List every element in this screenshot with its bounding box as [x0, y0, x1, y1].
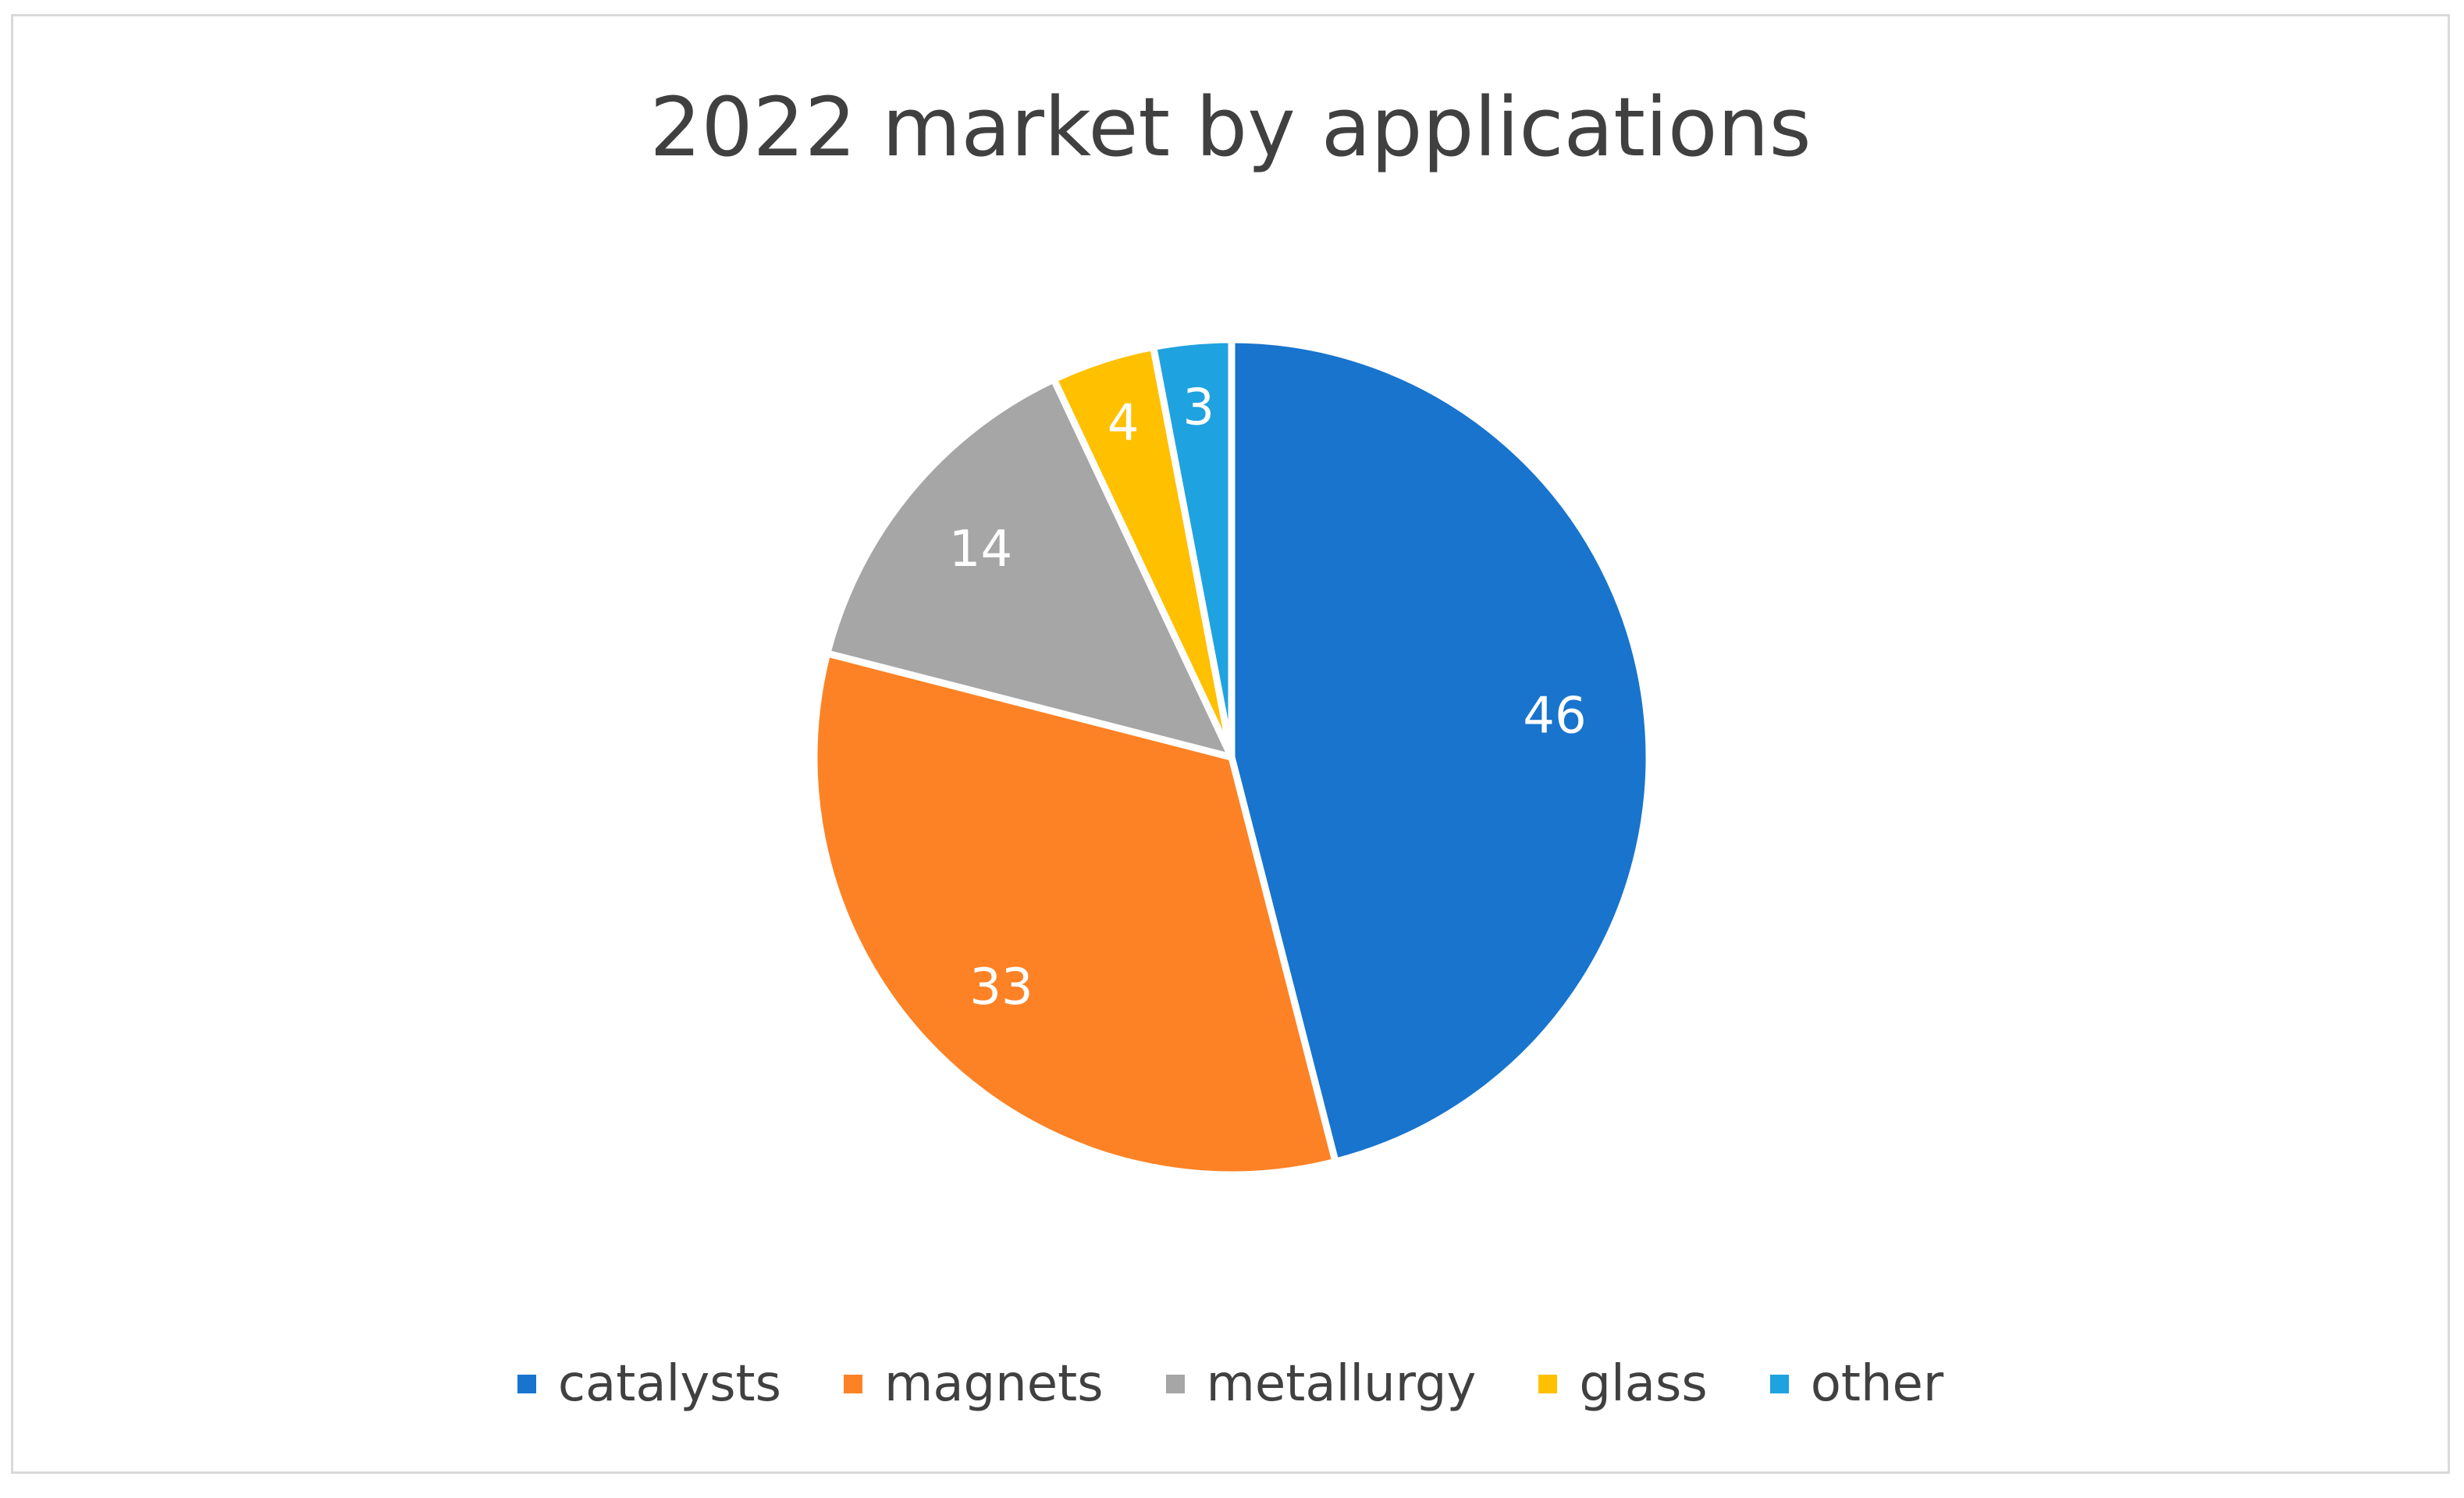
legend-swatch-other	[1769, 1375, 1789, 1393]
pie-slice-metallurgy	[823, 375, 1236, 761]
data-label-other: 3	[1182, 379, 1214, 437]
pie-slice-magnets	[810, 649, 1339, 1179]
legend-label-catalysts: catalysts	[557, 1355, 781, 1413]
legend-label-metallurgy: metallurgy	[1206, 1355, 1477, 1413]
data-label-catalysts: 46	[1523, 688, 1586, 745]
legend-swatch-glass	[1538, 1375, 1558, 1393]
legend-item-metallurgy: metallurgy	[1165, 1355, 1477, 1413]
legend-item-glass: glass	[1538, 1355, 1708, 1413]
legend-label-magnets: magnets	[884, 1355, 1104, 1413]
legend-item-magnets: magnets	[843, 1355, 1104, 1413]
pie-slice-catalysts	[1228, 336, 1653, 1165]
pie-slice-other	[1150, 336, 1236, 761]
data-label-metallurgy: 14	[949, 521, 1012, 578]
data-label-glass: 4	[1108, 395, 1140, 453]
chart-title: 2022 market by applications	[649, 80, 1812, 175]
legend-swatch-metallurgy	[1165, 1375, 1185, 1393]
legend-label-other: other	[1810, 1355, 1944, 1413]
legend-swatch-magnets	[843, 1375, 862, 1393]
legend-label-glass: glass	[1579, 1355, 1708, 1413]
data-label-magnets: 33	[969, 959, 1033, 1016]
chart-legend: catalysts magnets metallurgy glass other	[13, 1359, 2448, 1409]
legend-item-other: other	[1769, 1355, 1944, 1413]
legend-swatch-catalysts	[517, 1375, 536, 1393]
legend-item-catalysts: catalysts	[517, 1359, 781, 1409]
chart-frame: 2022 market by applications catalysts mag…	[11, 14, 2450, 1474]
